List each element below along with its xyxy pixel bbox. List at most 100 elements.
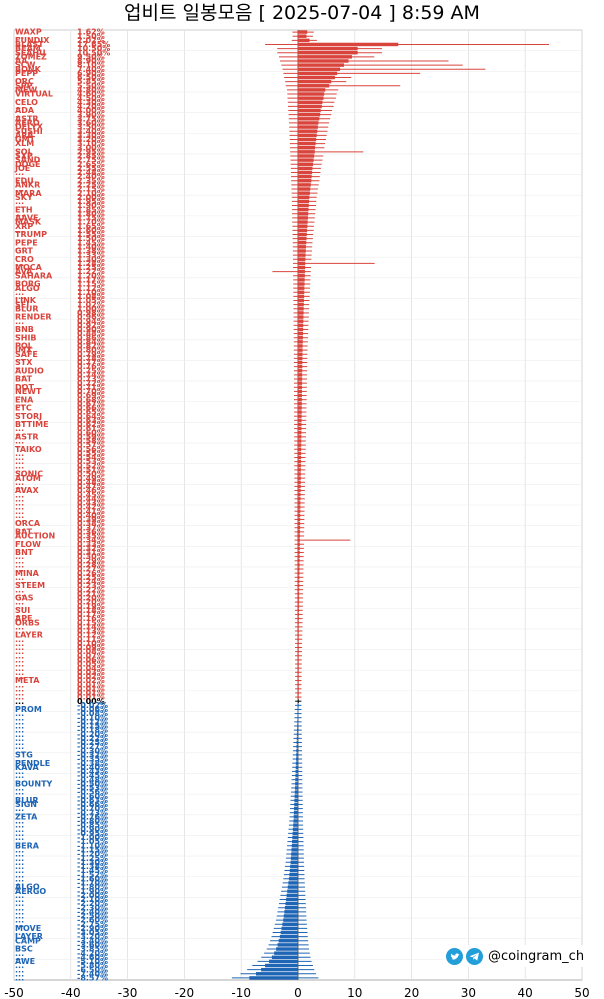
change-bar — [298, 687, 299, 691]
symbol-label: ... — [15, 309, 24, 318]
symbol-label: XRP — [15, 222, 33, 231]
percent-label: 0.94% — [77, 317, 105, 326]
symbol-label: ... — [15, 573, 24, 582]
change-bar — [298, 170, 313, 175]
symbol-label: ... — [15, 912, 24, 921]
percent-label: 0.18% — [77, 606, 105, 615]
percent-label: 1.85% — [77, 205, 105, 214]
symbol-label: ... — [15, 920, 24, 929]
percent-label: 0.56% — [77, 445, 105, 454]
change-bar — [298, 468, 301, 472]
change-bar — [298, 559, 300, 563]
symbol-label: TRUMP — [15, 230, 47, 239]
symbol-label: ... — [15, 961, 24, 970]
symbol-label: BLUR — [15, 304, 39, 313]
change-bar — [298, 166, 313, 171]
symbol-label: ... — [15, 560, 24, 569]
change-bar — [298, 158, 314, 162]
symbol-label: AWE — [15, 957, 35, 966]
change-bar — [298, 455, 302, 460]
symbol-label: ... — [15, 503, 24, 512]
symbol-label: ASTR — [15, 432, 39, 441]
symbol-label: ... — [15, 317, 24, 326]
change-bar — [298, 633, 299, 637]
symbol-label: ETC — [15, 404, 32, 413]
symbol-label: ... — [15, 523, 24, 532]
percent-label: -0.60% — [77, 792, 108, 801]
change-bar — [298, 137, 317, 142]
percent-label: -0.25% — [77, 738, 108, 747]
symbol-label: SEAHU — [15, 48, 46, 57]
telegram-icon[interactable] — [466, 947, 483, 965]
percent-label: 0.63% — [77, 416, 105, 425]
percent-label: 4.30% — [77, 98, 105, 107]
percent-label: 0.27% — [77, 565, 105, 574]
change-bar — [298, 608, 300, 613]
change-bar — [296, 749, 298, 753]
change-bar — [279, 934, 298, 939]
percent-label: -2.10% — [77, 895, 108, 904]
percent-label: 0.49% — [77, 474, 105, 483]
percent-label: 0.65% — [77, 408, 105, 417]
symbol-label: ALGO — [15, 284, 40, 293]
symbol-label: SAFE — [15, 350, 38, 359]
change-bar — [298, 356, 303, 361]
change-bar — [298, 596, 300, 600]
percent-label: 1.38% — [77, 247, 105, 256]
change-bar — [298, 414, 302, 418]
change-bar — [289, 868, 298, 873]
percent-label: 0.54% — [77, 453, 105, 462]
percent-label: 1.65% — [77, 222, 105, 231]
symbol-label: AVAX — [15, 486, 39, 495]
symbol-label: AERO — [15, 119, 40, 128]
change-bar — [292, 831, 298, 836]
symbol-label: ... — [15, 953, 24, 962]
symbol-label: ... — [15, 639, 24, 648]
symbol-label: ... — [15, 940, 24, 949]
symbol-label: ... — [15, 903, 24, 912]
percent-label: -2.00% — [77, 891, 108, 900]
symbol-label: ... — [15, 556, 24, 565]
symbol-label: VIRTUAL — [15, 90, 53, 99]
symbol-label: ... — [15, 602, 24, 611]
change-bar — [298, 513, 301, 518]
percent-label: 4.80% — [77, 85, 105, 94]
symbol-label: POL — [15, 342, 33, 351]
symbol-label: ... — [15, 565, 24, 574]
percent-label: -0.48% — [77, 775, 108, 784]
change-bar — [298, 203, 309, 208]
symbol-label: MASK — [15, 218, 42, 227]
change-bar — [265, 963, 298, 968]
symbol-label: WAXP — [15, 28, 42, 37]
symbol-label: MOVE — [15, 924, 41, 933]
symbol-label: ... — [15, 598, 24, 607]
percent-label: 0.29% — [77, 556, 105, 565]
symbol-label: ... — [15, 866, 24, 875]
change-bar — [298, 240, 307, 245]
percent-label: 0.70% — [77, 387, 105, 396]
percent-label: 2.85% — [77, 152, 105, 161]
change-bar — [298, 546, 300, 551]
change-bar — [298, 670, 299, 675]
symbol-label: ... — [15, 536, 24, 545]
percent-label: -1.15% — [77, 845, 108, 854]
percent-label: -0.45% — [77, 771, 108, 780]
change-bar — [298, 112, 321, 117]
symbol-label: ... — [15, 907, 24, 916]
percent-label: 4.50% — [77, 94, 105, 103]
symbol-label: ATOM — [15, 474, 41, 483]
twitter-icon[interactable] — [446, 947, 463, 965]
symbol-label: SHIB — [15, 333, 37, 342]
symbol-label: BTTIME — [15, 420, 49, 429]
change-bar — [298, 542, 300, 546]
x-tick-label: -20 — [175, 986, 195, 999]
change-bar — [298, 278, 305, 282]
percent-label: 0.80% — [77, 346, 105, 355]
percent-label: 0.55% — [77, 449, 105, 458]
x-tick-label: -30 — [118, 986, 138, 999]
change-bar — [280, 930, 298, 935]
percent-label: 4.20% — [77, 102, 105, 111]
change-bar — [298, 50, 358, 55]
change-bar — [292, 839, 298, 844]
